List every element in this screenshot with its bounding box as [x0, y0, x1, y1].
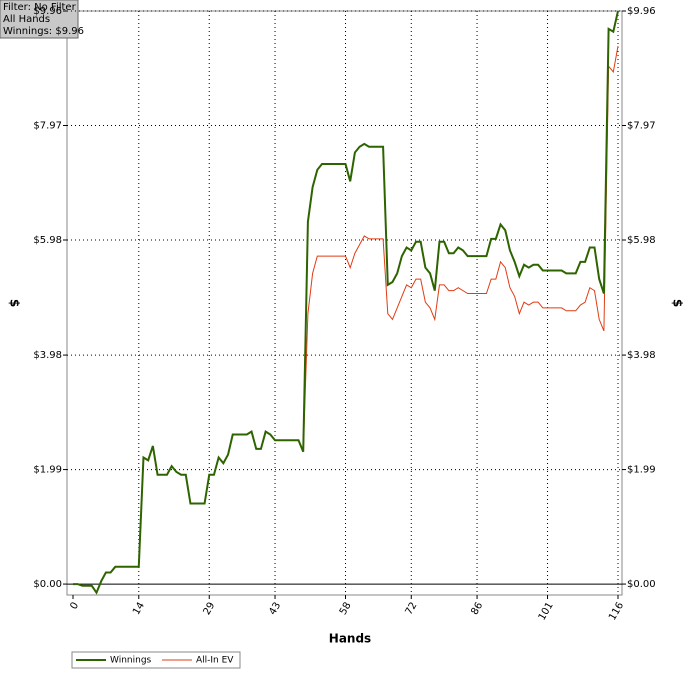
filter-text: Filter: No Filter — [3, 2, 77, 13]
x-tick-label: 14 — [131, 601, 147, 618]
x-tick-label: 58 — [338, 601, 354, 618]
filter-text: Winnings: $9.96 — [3, 26, 84, 37]
x-tick-label: 72 — [404, 601, 420, 618]
x-tick-label: 29 — [202, 601, 218, 618]
filter-text: All Hands — [3, 14, 50, 25]
series-line — [73, 10, 619, 595]
x-tick-label: 43 — [267, 601, 283, 618]
x-axis-title: Hands — [329, 632, 371, 646]
y-tick-label: $5.98 — [33, 235, 62, 246]
y-tick-label: $3.98 — [33, 350, 62, 361]
x-tick-label: 101 — [537, 601, 556, 623]
legend-label: Winnings — [110, 656, 152, 666]
y2-tick-label: $9.96 — [627, 6, 656, 17]
y2-tick-label: $3.98 — [627, 350, 656, 361]
y2-axis-title: $ — [671, 299, 685, 307]
x-tick-label: 86 — [469, 601, 485, 618]
x-tick-label: 0 — [68, 601, 81, 612]
y2-tick-label: $0.00 — [627, 579, 656, 590]
y-axis-title: $ — [8, 299, 22, 307]
plot-frame — [66, 10, 623, 596]
y2-tick-label: $1.99 — [627, 465, 656, 476]
legend — [71, 651, 241, 669]
y-tick-label: $0.00 — [33, 579, 62, 590]
y-tick-label: $9.96 — [33, 6, 62, 17]
legend-label: All-In EV — [196, 656, 234, 666]
y2-tick-label: $5.98 — [627, 235, 656, 246]
y2-tick-label: $7.97 — [627, 120, 656, 131]
x-tick-label: 116 — [607, 601, 626, 623]
y-tick-label: $1.99 — [33, 465, 62, 476]
y-tick-label: $7.97 — [33, 120, 62, 131]
filter-box — [0, 0, 79, 39]
